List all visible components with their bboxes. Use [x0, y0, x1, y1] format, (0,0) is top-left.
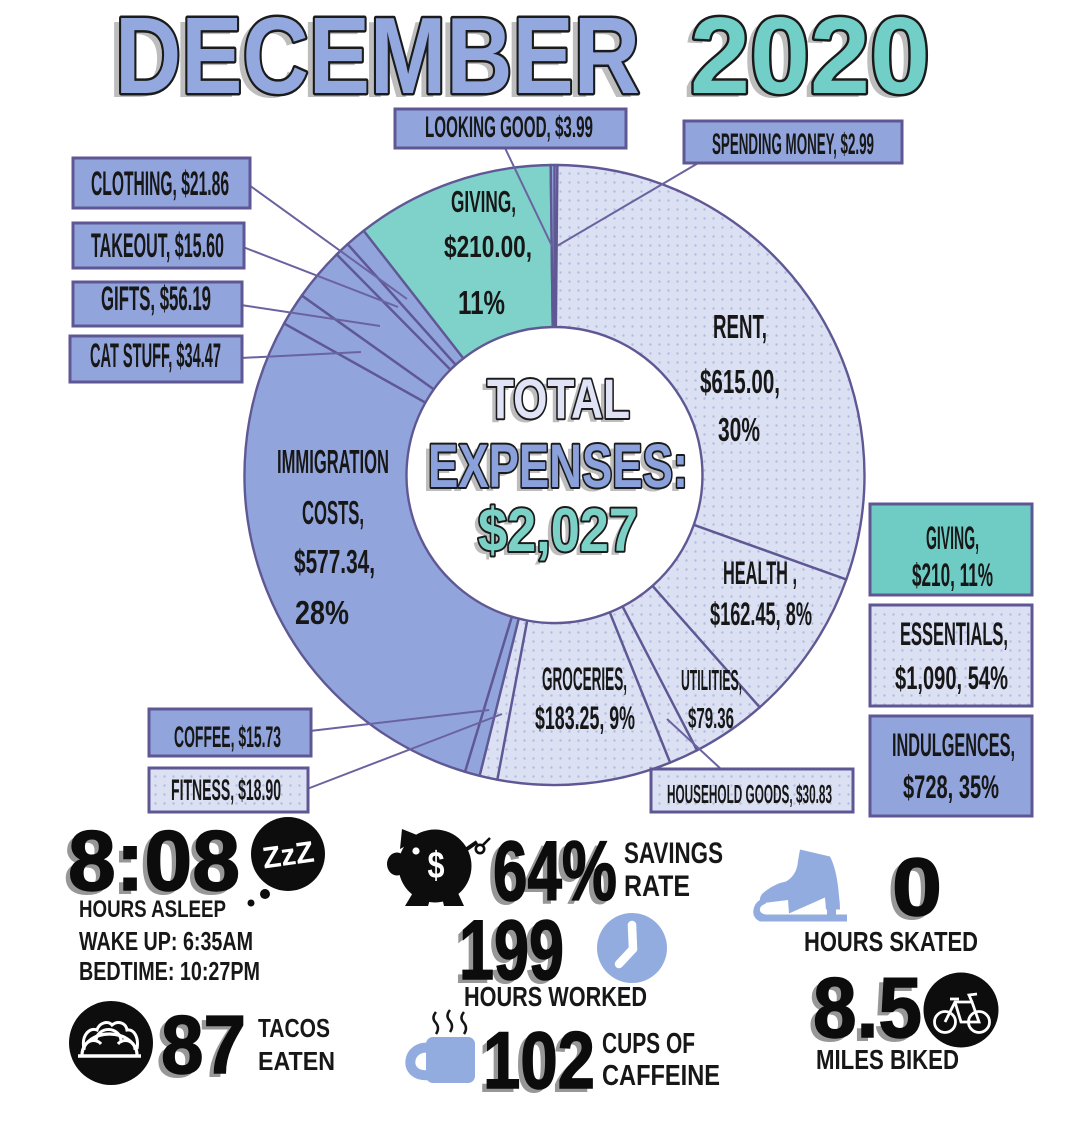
svg-text:$79.36: $79.36 [688, 703, 734, 735]
svg-text:HOURS WORKED: HOURS WORKED [464, 981, 647, 1012]
svg-text:GIVING,: GIVING, [926, 520, 979, 556]
svg-text:8.5: 8.5 [813, 961, 922, 1056]
svg-text:0: 0 [892, 842, 942, 933]
svg-text:87: 87 [156, 1002, 241, 1095]
svg-text:SPENDING MONEY, $2.99: SPENDING MONEY, $2.99 [712, 128, 874, 161]
svg-text:CAFFEINE: CAFFEINE [602, 1060, 720, 1092]
svg-text:2020: 2020 [690, 0, 930, 117]
svg-text:0: 0 [887, 846, 937, 937]
svg-text:UTILITIES,: UTILITIES, [681, 665, 742, 697]
svg-text:199: 199 [454, 907, 559, 1001]
svg-text:11%: 11% [458, 284, 505, 321]
svg-text:102: 102 [478, 1020, 590, 1110]
svg-text:INDULGENCES,: INDULGENCES, [892, 727, 1015, 763]
svg-text:LOOKING GOOD, $3.99: LOOKING GOOD, $3.99 [425, 111, 593, 144]
svg-text:MILES BIKED: MILES BIKED [816, 1044, 959, 1075]
svg-text:64%: 64% [488, 828, 612, 922]
svg-text:DECEMBER: DECEMBER [108, 0, 633, 121]
svg-text:SAVINGS: SAVINGS [624, 837, 723, 870]
svg-text:102: 102 [483, 1016, 595, 1106]
svg-text:DECEMBER: DECEMBER [115, 0, 640, 117]
svg-text:$183.25, 9%: $183.25, 9% [535, 700, 635, 736]
svg-text:HOURS SKATED: HOURS SKATED [804, 926, 978, 957]
svg-text:EXPENSES:: EXPENSES: [423, 436, 683, 504]
svg-text:64%: 64% [493, 824, 617, 918]
svg-text:GIFTS, $56.19: GIFTS, $56.19 [101, 280, 211, 318]
svg-text:8:08: 8:08 [63, 818, 235, 913]
svg-text:$728, 35%: $728, 35% [903, 769, 999, 805]
svg-text:CLOTHING, $21.86: CLOTHING, $21.86 [91, 165, 229, 203]
svg-text:TACOS: TACOS [258, 1013, 330, 1043]
svg-text:EXPENSES:: EXPENSES: [428, 432, 688, 500]
svg-text:HEALTH ,: HEALTH , [723, 555, 797, 591]
svg-text:EATEN: EATEN [258, 1046, 335, 1076]
svg-text:TOTAL: TOTAL [487, 367, 630, 430]
svg-text:$1,090, 54%: $1,090, 54% [895, 660, 1008, 696]
svg-text:$577.34,: $577.34, [294, 543, 375, 580]
svg-text:$162.45, 8%: $162.45, 8% [710, 596, 812, 632]
svg-text:$210.00,: $210.00, [444, 229, 532, 264]
svg-text:CAT STUFF, $34.47: CAT STUFF, $34.47 [90, 337, 221, 375]
svg-text:BEDTIME: 10:27PM: BEDTIME: 10:27PM [79, 956, 260, 986]
svg-text:30%: 30% [718, 411, 760, 448]
svg-text:HOURS ASLEEP: HOURS ASLEEP [79, 896, 226, 923]
svg-text:87: 87 [161, 998, 246, 1091]
svg-text:ZzZ: ZzZ [260, 836, 316, 876]
svg-text:8.5: 8.5 [808, 965, 917, 1060]
svg-text:CUPS OF: CUPS OF [602, 1028, 695, 1060]
svg-text:199: 199 [459, 903, 564, 997]
svg-text:COSTS,: COSTS, [302, 494, 364, 531]
svg-text:WAKE UP: 6:35AM: WAKE UP: 6:35AM [79, 926, 253, 956]
svg-text:ESSENTIALS,: ESSENTIALS, [900, 616, 1008, 652]
svg-text:$210, 11%: $210, 11% [912, 557, 993, 593]
svg-text:RATE: RATE [624, 870, 690, 903]
svg-text:$2,027: $2,027 [473, 500, 633, 568]
svg-text:8:08: 8:08 [68, 814, 240, 909]
svg-text:2020: 2020 [683, 0, 923, 121]
svg-text:TAKEOUT, $15.60: TAKEOUT, $15.60 [91, 227, 224, 265]
svg-text:$: $ [428, 845, 445, 887]
svg-text:HOUSEHOLD GOODS, $30.83: HOUSEHOLD GOODS, $30.83 [667, 779, 832, 809]
svg-text:GROCERIES,: GROCERIES, [542, 661, 627, 697]
svg-text:GIVING,: GIVING, [451, 184, 516, 219]
svg-text:COFFEE, $15.73: COFFEE, $15.73 [174, 721, 281, 754]
svg-text:FITNESS, $18.90: FITNESS, $18.90 [171, 774, 281, 807]
svg-text:TOTAL: TOTAL [482, 371, 625, 434]
svg-text:28%: 28% [295, 594, 349, 631]
svg-text:IMMIGRATION: IMMIGRATION [277, 443, 389, 480]
svg-text:$615.00,: $615.00, [700, 363, 780, 400]
svg-text:RENT,: RENT, [713, 308, 767, 345]
svg-text:$2,027: $2,027 [478, 496, 638, 564]
